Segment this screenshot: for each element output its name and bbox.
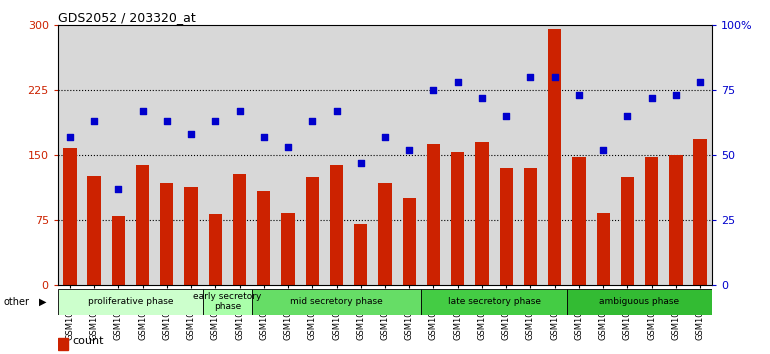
- Bar: [645, 156, 658, 285]
- Point: [524, 74, 537, 80]
- Point: [451, 79, 464, 85]
- Point: [330, 108, 343, 114]
- Bar: [669, 155, 682, 285]
- Bar: [572, 156, 586, 285]
- Text: late secretory phase: late secretory phase: [447, 297, 541, 306]
- Point: [694, 79, 706, 85]
- Bar: [160, 183, 173, 285]
- Text: other: other: [4, 297, 30, 307]
- Point: [670, 92, 682, 98]
- Point: [597, 147, 609, 153]
- Text: ▶: ▶: [38, 297, 46, 307]
- Bar: [209, 214, 222, 285]
- Point: [500, 113, 512, 119]
- Point: [476, 95, 488, 101]
- Point: [355, 160, 367, 166]
- Bar: [330, 165, 343, 285]
- Point: [548, 74, 561, 80]
- Bar: [475, 142, 489, 285]
- Bar: [567, 289, 712, 315]
- Bar: [421, 289, 567, 315]
- Point: [185, 131, 197, 137]
- Bar: [281, 213, 295, 285]
- Bar: [112, 216, 125, 285]
- Point: [112, 186, 125, 192]
- Bar: [354, 224, 367, 285]
- Point: [403, 147, 415, 153]
- Bar: [524, 168, 537, 285]
- Text: count: count: [72, 336, 104, 346]
- Text: GDS2052 / 203320_at: GDS2052 / 203320_at: [58, 11, 196, 24]
- Bar: [136, 165, 149, 285]
- Bar: [233, 174, 246, 285]
- Bar: [184, 187, 198, 285]
- Point: [621, 113, 634, 119]
- Text: mid secretory phase: mid secretory phase: [290, 297, 383, 306]
- Bar: [548, 29, 561, 285]
- Bar: [621, 177, 634, 285]
- Bar: [500, 168, 513, 285]
- Point: [306, 118, 319, 124]
- Point: [136, 108, 149, 114]
- Point: [427, 87, 440, 93]
- Text: ambiguous phase: ambiguous phase: [600, 297, 680, 306]
- Point: [573, 92, 585, 98]
- Point: [64, 134, 76, 139]
- Bar: [88, 176, 101, 285]
- Bar: [58, 289, 203, 315]
- Bar: [203, 289, 252, 315]
- Bar: [252, 289, 421, 315]
- Text: proliferative phase: proliferative phase: [88, 297, 173, 306]
- Point: [645, 95, 658, 101]
- Bar: [694, 139, 707, 285]
- Bar: [58, 338, 68, 350]
- Bar: [378, 183, 392, 285]
- Bar: [427, 144, 440, 285]
- Point: [282, 144, 294, 150]
- Bar: [403, 198, 416, 285]
- Point: [379, 134, 391, 139]
- Point: [233, 108, 246, 114]
- Bar: [306, 177, 319, 285]
- Bar: [451, 152, 464, 285]
- Point: [209, 118, 222, 124]
- Point: [161, 118, 173, 124]
- Text: early secretory
phase: early secretory phase: [193, 292, 262, 312]
- Bar: [257, 191, 270, 285]
- Bar: [597, 213, 610, 285]
- Point: [88, 118, 100, 124]
- Bar: [63, 148, 76, 285]
- Point: [258, 134, 270, 139]
